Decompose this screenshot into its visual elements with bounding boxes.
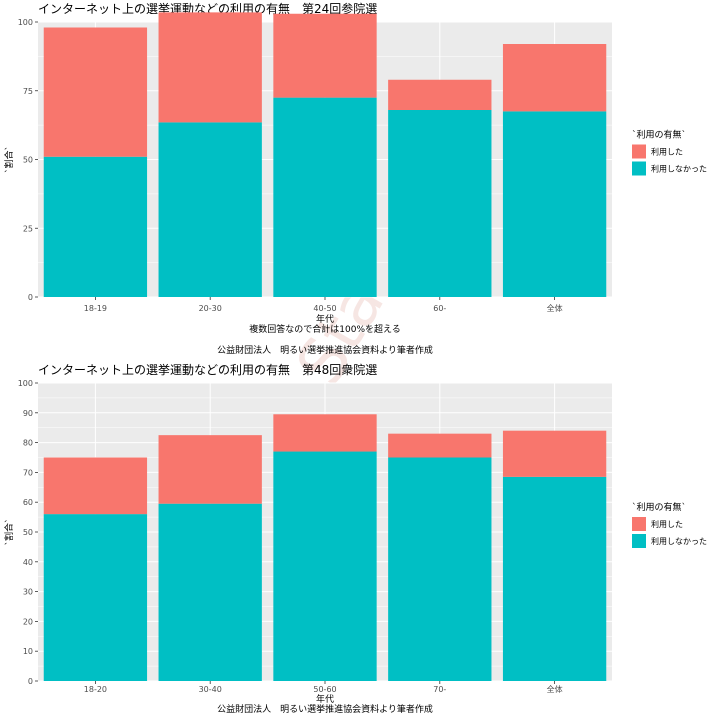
bar-not-used-2 xyxy=(273,97,377,297)
bar-used-4 xyxy=(502,44,607,112)
bar-used-1 xyxy=(158,12,262,123)
y-tick-label: 80 xyxy=(23,439,33,448)
bar-not-used-4 xyxy=(502,476,607,681)
x-tick-label: 18-20 xyxy=(84,685,107,694)
legend-title: `利用の有無` xyxy=(632,501,686,513)
x-tick-label: 40-50 xyxy=(313,304,336,313)
chart-house-48: インターネット上の選挙運動などの利用の有無 第48回衆院選 0 10 20 30 40 50… xyxy=(3,362,707,715)
legend-key-not-used xyxy=(632,534,646,548)
x-tick-label: 20-30 xyxy=(199,304,222,313)
legend-label: 利用した xyxy=(651,147,683,157)
bar-not-used-1 xyxy=(158,503,262,681)
chart-title: インターネット上の選挙運動などの利用の有無 第48回衆院選 xyxy=(38,362,377,377)
y-tick-label: 70 xyxy=(23,468,33,477)
chart-caption: 複数回答なので合計は100%を超える xyxy=(249,323,400,335)
legend-key-not-used xyxy=(632,161,646,176)
x-tick-label: 60- xyxy=(433,304,446,313)
y-tick-label: 20 xyxy=(23,617,33,626)
y-tick-label: 0 xyxy=(28,293,33,302)
y-tick-label: 90 xyxy=(23,409,33,418)
x-tick-label: 50-60 xyxy=(313,685,336,694)
legend-label: 利用しなかった xyxy=(651,164,707,174)
bar-not-used-4 xyxy=(502,111,607,297)
legend-label: 利用しなかった xyxy=(651,536,707,546)
y-tick-label: 50 xyxy=(23,156,33,165)
chart-title: インターネット上の選挙運動などの利用の有無 第24回参院選 xyxy=(38,1,377,16)
bar-used-4 xyxy=(502,430,607,477)
x-tick-label: 18-19 xyxy=(84,304,107,313)
bar-not-used-3 xyxy=(388,110,492,297)
y-tick-label: 100 xyxy=(18,18,33,27)
y-axis-title: `割合` xyxy=(3,146,15,173)
bar-used-2 xyxy=(273,13,377,98)
bar-not-used-0 xyxy=(43,156,148,297)
x-axis-title: 年代 xyxy=(316,313,334,325)
bar-not-used-2 xyxy=(273,451,377,681)
chart-senate-24: インターネット上の選挙運動などの利用の有無 第24回参院選 0 25 50 75 100 1… xyxy=(3,1,707,356)
y-tick-label: 10 xyxy=(23,647,33,656)
y-tick-label: 75 xyxy=(23,87,33,96)
bar-used-3 xyxy=(388,79,492,110)
legend-key-used xyxy=(632,517,646,531)
bar-used-0 xyxy=(43,27,148,157)
chart-caption: 公益財団法人 明るい選挙推進協会資料より筆者作成 xyxy=(217,344,433,356)
bar-not-used-0 xyxy=(43,514,148,681)
x-tick-label: 全体 xyxy=(547,303,563,313)
x-tick-label: 30-40 xyxy=(199,685,222,694)
legend-label: 利用した xyxy=(651,519,683,529)
bar-used-3 xyxy=(388,433,492,458)
y-tick-label: 30 xyxy=(23,588,33,597)
legend-key-used xyxy=(632,144,646,159)
y-tick-label: 40 xyxy=(23,558,33,567)
bar-used-2 xyxy=(273,414,377,452)
bar-not-used-3 xyxy=(388,457,492,681)
bar-not-used-1 xyxy=(158,122,262,297)
x-tick-label: 70- xyxy=(433,685,446,694)
chart-caption: 公益財団法人 明るい選挙推進協会資料より筆者作成 xyxy=(217,703,433,715)
y-tick-label: 0 xyxy=(28,677,33,686)
legend-title: `利用の有無` xyxy=(632,129,686,141)
y-tick-label: 100 xyxy=(18,379,33,388)
bar-used-0 xyxy=(43,457,148,515)
y-tick-label: 60 xyxy=(23,498,33,507)
y-axis-title: `割合` xyxy=(3,518,15,545)
x-tick-label: 全体 xyxy=(547,684,563,694)
y-tick-label: 25 xyxy=(23,224,33,233)
x-axis-title: 年代 xyxy=(316,693,334,705)
y-tick-label: 50 xyxy=(23,528,33,537)
bar-used-1 xyxy=(158,435,262,504)
